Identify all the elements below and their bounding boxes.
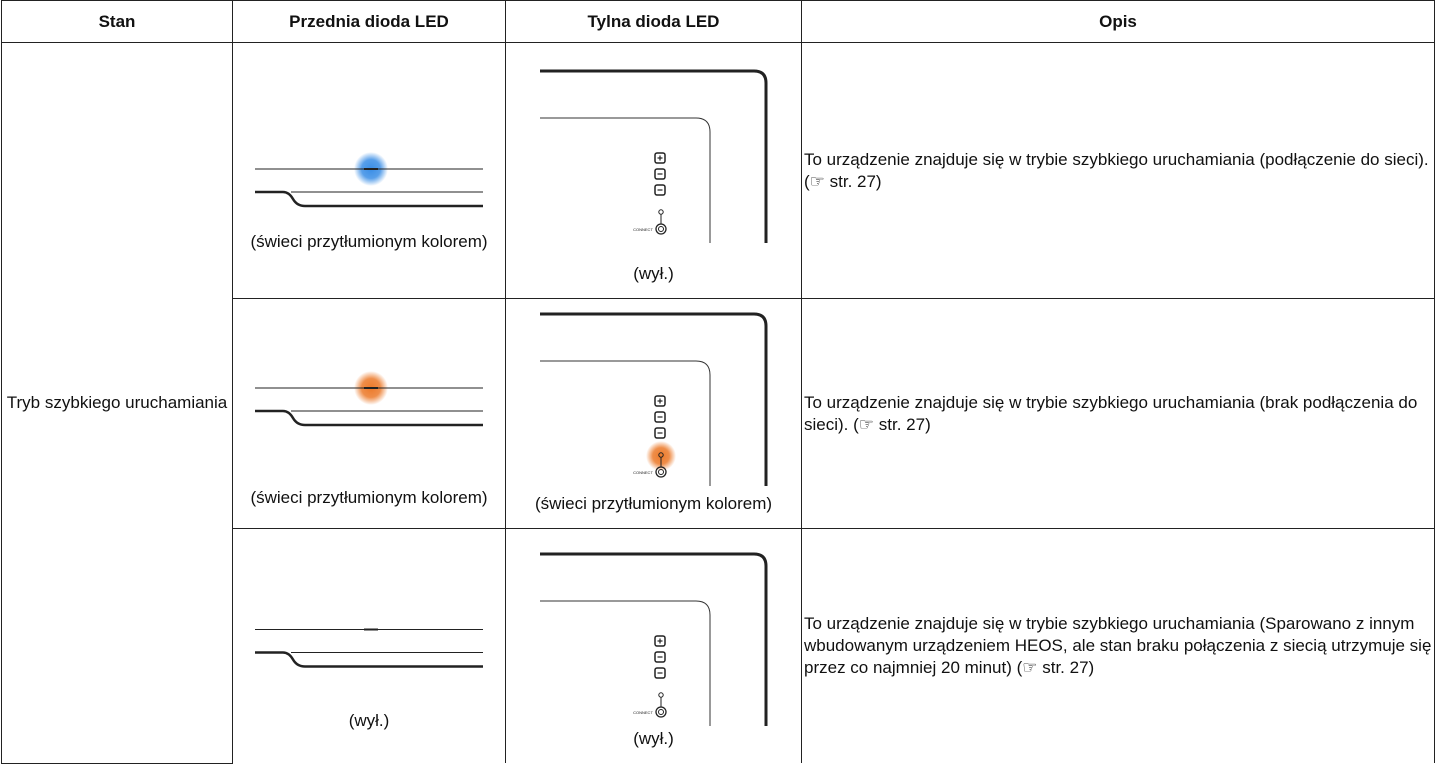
connect-button [655,466,667,478]
state-cell: Tryb szybkiego uruchamiania [1,42,233,764]
front-caption: (wył.) [348,711,390,730]
connect-label: CONNECT [633,710,653,715]
front-cell: (wył.) [232,528,506,763]
front-illustration [255,628,483,668]
header-cell: Stan [1,0,233,43]
header-row: Stan Przednia dioda LED Tylna dioda LED … [1,0,1435,43]
rear-inner [540,600,711,726]
button [654,168,666,180]
button [654,152,666,164]
description: To urządzenie znajduje się w trybie szyb… [804,149,1429,169]
front-illustration [255,371,483,427]
front-cell: (świeci przytłumionym kolorem) [232,42,506,299]
led-dot [658,692,664,698]
rear-inner [540,360,711,486]
description: To urządzenie znajduje się w trybie szyb… [804,392,1418,434]
connect-button [658,469,664,475]
table-row: (świeci przytłumionym kolorem) CONNECT (św… [2,298,1435,529]
rear-caption: (świeci przytłumionym kolorem) [534,494,773,513]
led-glow [646,441,676,471]
connect-button [655,706,667,718]
rear-cell: CONNECT (świeci przytłumionym kolorem) [505,298,802,529]
table-row: (wył.) CONNECT (wył.) To urządzenie znajduj… [2,528,1435,763]
description-cell: To urządzenie znajduje się w trybie szyb… [801,298,1435,529]
rear-illustration: CONNECT [540,312,768,486]
connect-button [655,223,667,235]
description-cell: To urządzenie znajduje się w trybie szyb… [801,528,1435,763]
page-reference: (☞ str. 27) [804,171,882,191]
connect-button [658,226,664,232]
front-caption: (świeci przytłumionym kolorem) [250,232,488,251]
header-cell: Przednia dioda LED [232,0,506,43]
rear-outer [540,69,768,243]
rear-illustration: CONNECT [540,69,768,243]
front-caption: (świeci przytłumionym kolorem) [250,488,488,507]
led-dot [658,209,664,215]
button [654,427,666,439]
front-cell: (świeci przytłumionym kolorem) [232,298,506,529]
button [654,184,666,196]
page-reference: (☞ str. 27) [853,414,931,434]
button [654,635,666,647]
table-body: Tryb szybkiego uruchamiania (świeci przyt… [1,42,1435,764]
rear-outer [540,312,768,486]
button [654,411,666,423]
connect-label: CONNECT [633,470,653,475]
front-edge [255,409,483,427]
rear-illustration: CONNECT [540,552,768,726]
rear-cell: CONNECT (wył.) [505,528,802,763]
button [654,395,666,407]
front-edge [255,190,483,208]
rear-caption: (wył.) [633,729,674,748]
front-edge [255,651,483,668]
table-row: Tryb szybkiego uruchamiania (świeci przyt… [1,42,1435,764]
header-cell: Opis [801,0,1435,43]
description: To urządzenie znajduje się w trybie szyb… [804,614,1432,677]
connect-label: CONNECT [633,227,653,232]
rear-cell: CONNECT (wył.) [505,42,802,299]
rear-inner [540,117,711,243]
rear-caption: (wył.) [633,264,674,283]
button [654,651,666,663]
page-reference: (☞ str. 27) [1016,658,1095,677]
connect-button [658,709,664,715]
description-cell: To urządzenie znajduje się w trybie szyb… [801,42,1435,299]
front-illustration [255,152,483,208]
header-cell: Tylna dioda LED [505,0,802,43]
button [654,667,666,679]
rear-outer [540,552,768,726]
